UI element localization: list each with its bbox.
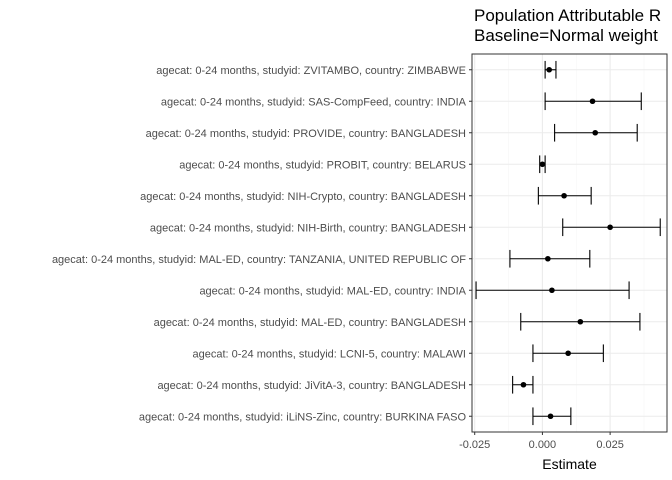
category-label-0: agecat: 0-24 months, studyid: ZVITAMBO, … <box>156 65 466 77</box>
category-label-1: agecat: 0-24 months, studyid: SAS-CompFe… <box>161 96 467 108</box>
x-tick-label-1: 0.000 <box>529 439 557 451</box>
estimate-row-0 <box>544 60 557 79</box>
estimate-row-8 <box>520 312 641 331</box>
category-label-3: agecat: 0-24 months, studyid: PROBIT, co… <box>179 159 466 171</box>
estimate-row-7 <box>475 281 630 300</box>
estimate-row-11 <box>532 407 572 426</box>
estimate-point-9 <box>565 350 571 357</box>
x-tick-label-2: 0.025 <box>596 439 624 451</box>
estimate-row-4 <box>537 186 592 205</box>
x-axis-title: Estimate <box>542 456 597 472</box>
category-label-9: agecat: 0-24 months, studyid: LCNI-5, co… <box>193 348 467 360</box>
category-label-11: agecat: 0-24 months, studyid: iLiNS-Zinc… <box>139 411 467 423</box>
category-label-6: agecat: 0-24 months, studyid: MAL-ED, co… <box>52 254 466 266</box>
grid <box>472 54 667 432</box>
category-labels: agecat: 0-24 months, studyid: ZVITAMBO, … <box>52 65 472 423</box>
panel-background <box>472 54 667 432</box>
category-label-2: agecat: 0-24 months, studyid: PROVIDE, c… <box>146 128 466 140</box>
estimate-point-4 <box>561 192 567 199</box>
estimate-row-6 <box>509 249 591 268</box>
estimate-point-3 <box>539 161 546 168</box>
estimate-row-9 <box>532 344 604 363</box>
x-axis: -0.025 0.000 0.025 <box>459 432 624 451</box>
category-label-8: agecat: 0-24 months, studyid: MAL-ED, co… <box>154 317 466 329</box>
estimate-point-1 <box>589 98 596 105</box>
estimate-point-6 <box>545 255 551 262</box>
category-label-4: agecat: 0-24 months, studyid: NIH-Crypto… <box>140 191 466 203</box>
estimate-row-1 <box>544 92 642 111</box>
estimate-row-10 <box>512 375 534 394</box>
estimate-row-2 <box>554 123 638 142</box>
estimate-point-5 <box>607 224 613 231</box>
estimate-point-2 <box>592 129 599 136</box>
estimate-row-5 <box>562 218 661 237</box>
x-tick-label-0: -0.025 <box>459 439 490 451</box>
estimate-point-10 <box>520 381 527 388</box>
estimate-point-0 <box>546 66 552 73</box>
estimate-point-7 <box>549 287 555 294</box>
chart-title-line-1: Population Attributable R <box>474 6 661 25</box>
category-label-10: agecat: 0-24 months, studyid: JiVitA-3, … <box>157 380 466 392</box>
estimates-layer <box>475 60 661 426</box>
category-label-5: agecat: 0-24 months, studyid: NIH-Birth,… <box>150 222 466 234</box>
estimate-row-3 <box>539 155 546 174</box>
panel-border <box>471 53 668 433</box>
chart-title-line-2: Baseline=Normal weight <box>474 26 658 45</box>
category-label-7: agecat: 0-24 months, studyid: MAL-ED, co… <box>199 285 466 297</box>
estimate-point-8 <box>577 318 584 325</box>
estimate-point-11 <box>547 413 554 420</box>
